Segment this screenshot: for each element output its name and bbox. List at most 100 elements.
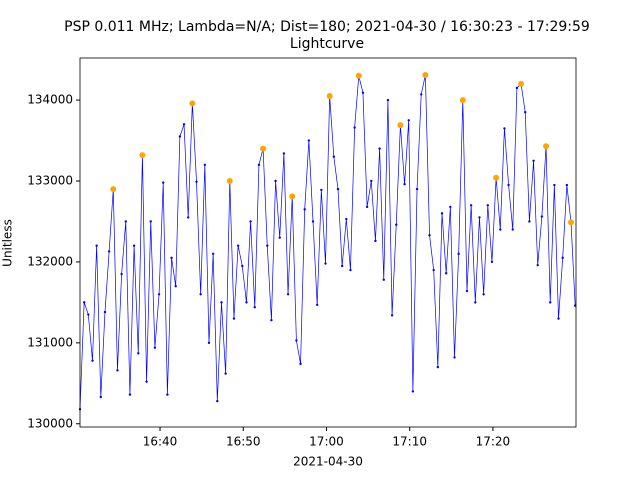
data-point [303, 208, 306, 211]
data-point [107, 250, 111, 253]
peak-marker [260, 145, 267, 152]
data-point [386, 98, 390, 102]
data-point [478, 216, 481, 219]
data-point [395, 223, 398, 226]
data-point [103, 310, 107, 314]
data-point [116, 369, 119, 372]
data-point [340, 264, 344, 268]
data-point [332, 155, 336, 158]
data-point [87, 313, 90, 316]
data-point [124, 220, 127, 223]
peak-marker [226, 178, 233, 184]
data-point [99, 395, 103, 399]
data-point [216, 399, 219, 403]
data-point [549, 301, 552, 304]
y-axis-label: Unitless [1, 219, 15, 267]
data-point [120, 272, 123, 276]
x-tick-label: 17:00 [309, 435, 344, 449]
data-point [345, 217, 348, 221]
data-point [465, 289, 469, 293]
data-point [444, 272, 448, 275]
data-point [249, 220, 252, 223]
x-tick-label: 17:10 [392, 435, 427, 449]
data-point [482, 293, 485, 296]
data-point [195, 180, 198, 184]
data-point [153, 346, 157, 349]
data-point [370, 179, 373, 183]
data-point [557, 317, 560, 320]
data-point [299, 362, 302, 366]
y-tick-label: 132000 [27, 254, 73, 268]
x-tick-label: 16:50 [226, 435, 261, 449]
data-point [157, 293, 161, 296]
chart-subtitle: Lightcurve [290, 36, 364, 52]
data-point [137, 352, 140, 355]
data-point [524, 111, 527, 114]
data-point [415, 187, 419, 191]
data-point [211, 252, 215, 256]
data-point [469, 204, 473, 207]
data-point [407, 119, 410, 122]
data-point [182, 123, 186, 126]
data-point [266, 244, 269, 247]
data-point [311, 220, 315, 223]
data-point [440, 212, 444, 215]
data-point [503, 127, 506, 130]
peak-marker [139, 152, 146, 159]
data-point [149, 220, 152, 223]
data-point [499, 228, 502, 231]
data-point [457, 252, 460, 256]
data-point [320, 188, 323, 192]
data-point [511, 228, 514, 231]
data-point [166, 393, 169, 396]
data-point [241, 264, 244, 268]
data-point [561, 256, 564, 260]
data-point [382, 278, 385, 281]
data-point [232, 317, 236, 320]
y-tick-label: 131000 [27, 335, 73, 349]
peak-marker [189, 100, 196, 107]
data-point [270, 318, 273, 322]
peak-marker [326, 93, 333, 100]
data-point [515, 86, 519, 90]
data-point [274, 179, 277, 183]
data-point [307, 139, 311, 142]
data-point [278, 236, 281, 239]
peak-marker [543, 143, 550, 150]
data-point [82, 301, 86, 304]
data-point [432, 268, 435, 272]
peak-marker [518, 80, 525, 87]
peak-marker [459, 97, 466, 104]
peak-marker [289, 193, 296, 200]
data-point [453, 356, 456, 359]
x-tick-label: 16:40 [143, 435, 178, 449]
data-point [486, 204, 489, 207]
data-point [178, 135, 182, 138]
data-point [257, 163, 261, 167]
y-tick-label: 133000 [27, 174, 73, 188]
data-point [245, 301, 248, 304]
data-point [286, 293, 290, 296]
data-point [324, 262, 327, 265]
data-point [536, 263, 539, 267]
data-point [540, 215, 544, 218]
data-point [315, 303, 319, 307]
peak-marker [422, 71, 429, 78]
data-point [132, 244, 136, 247]
data-point [203, 163, 207, 167]
data-point [411, 390, 415, 393]
peak-marker [568, 219, 575, 226]
data-point [507, 183, 510, 187]
data-point [353, 126, 356, 129]
data-point [374, 239, 377, 243]
data-point [186, 216, 190, 219]
peak-marker [397, 122, 404, 129]
data-point [449, 205, 452, 209]
data-point [528, 220, 531, 223]
data-point [420, 93, 423, 96]
data-point [220, 301, 223, 304]
data-point [378, 147, 381, 150]
data-point [199, 293, 202, 296]
